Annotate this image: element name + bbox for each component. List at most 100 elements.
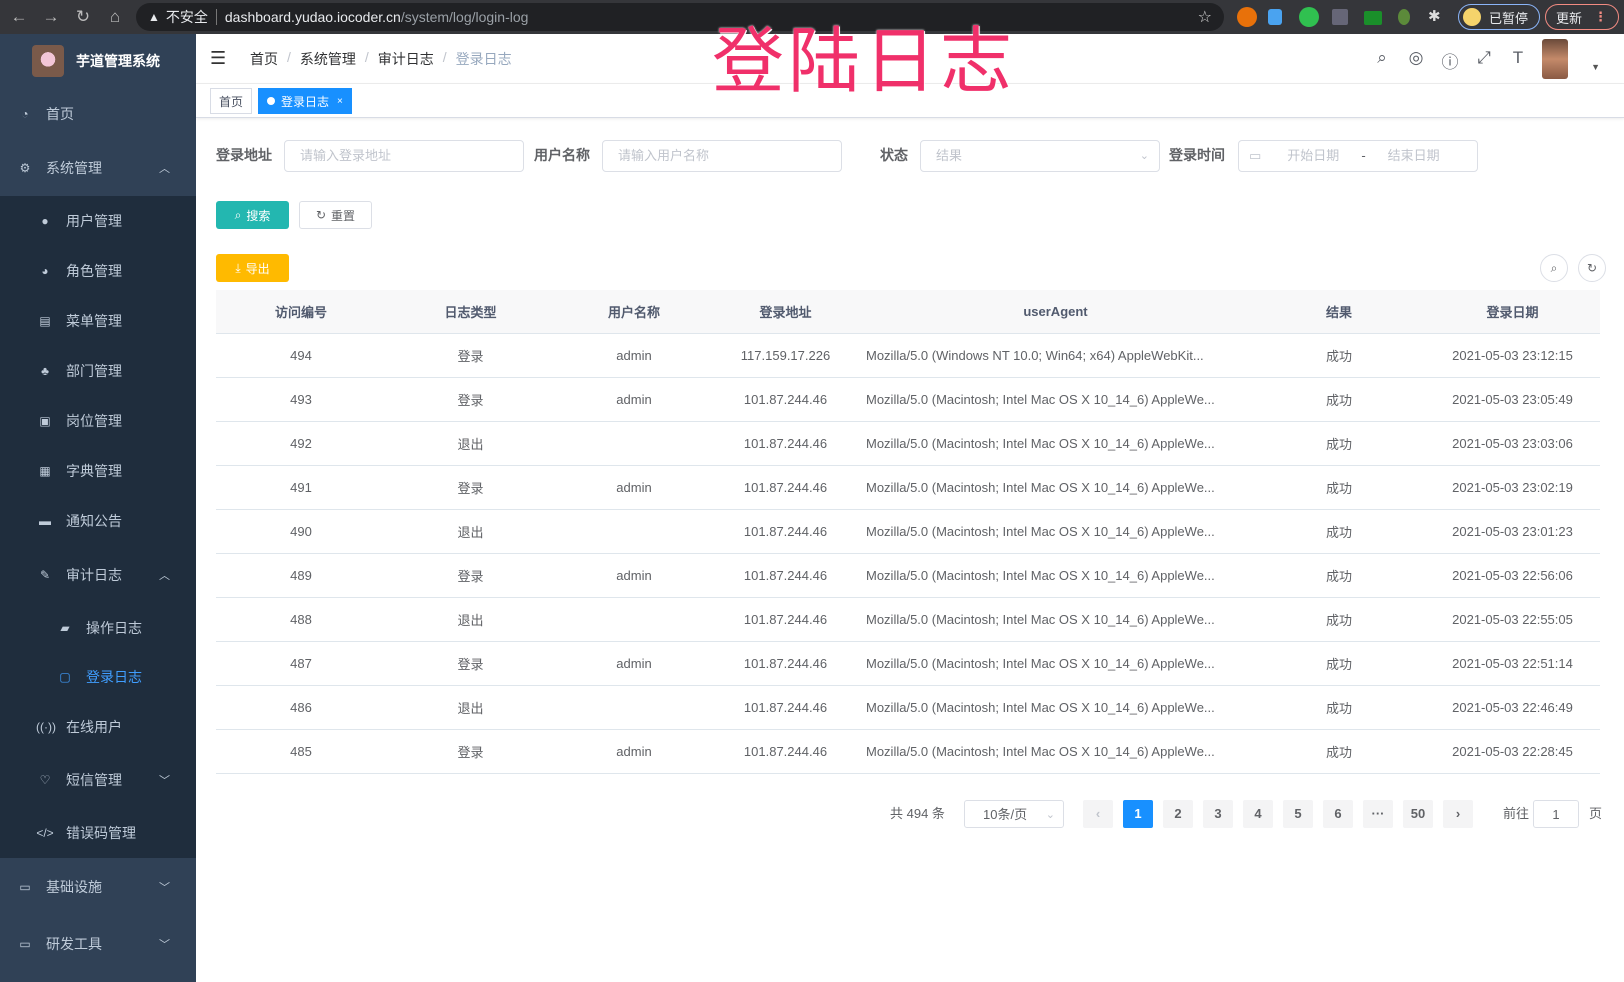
sidebar-logo[interactable]: 芋道管理系统 [0,34,196,88]
page-button[interactable]: 1 [1123,800,1153,828]
forward-icon[interactable]: → [42,7,60,26]
extension-icon[interactable] [1237,7,1257,27]
table-cell: 485 [216,729,386,774]
logo-image [32,45,64,77]
sidebar-item[interactable]: ♣ 部门管理 [0,346,196,396]
table-cell: 登录 [386,377,555,422]
back-icon[interactable]: ← [10,7,28,26]
sidebar-item[interactable]: ▦ 字典管理 [0,446,196,496]
table-cell: admin [555,729,713,774]
page-button[interactable]: 50 [1403,800,1433,828]
sidebar-item-label: 系统管理 [46,160,102,176]
address-bar[interactable]: ▲ 不安全 dashboard.yudao.iocoder.cn/system/… [136,3,1224,31]
toggle-search-button[interactable]: ⌕ [1540,254,1568,282]
search-button[interactable]: ⌕ 搜索 [216,201,289,229]
goto-page-input[interactable]: 1 [1533,800,1579,828]
hamburger-icon[interactable]: ☰ [210,48,227,68]
divider [215,9,217,25]
tree-icon: ♣ [41,364,49,378]
table-row: 491 登录 admin 101.87.244.46 Mozilla/5.0 (Maci… [216,465,1600,510]
table-cell: 2021-05-03 23:12:15 [1425,333,1600,378]
page-button[interactable]: 5 [1283,800,1313,828]
page-button[interactable]: ··· [1363,800,1393,828]
table-row: 489 登录 admin 101.87.244.46 Mozilla/5.0 (Maci… [216,553,1600,598]
sidebar-item[interactable]: ▰ 操作日志 [0,604,196,652]
page-button[interactable]: 4 [1243,800,1273,828]
font-size-icon[interactable]: T [1512,48,1524,67]
refresh-table-button[interactable]: ↻ [1578,254,1606,282]
page-size-select[interactable]: 10条/页 ⌄ [964,800,1064,828]
extension-icon[interactable] [1364,11,1382,25]
search-icon[interactable]: ⌕ [1377,48,1387,67]
breadcrumb-item[interactable]: 首页 [250,50,278,67]
sidebar-item[interactable]: ▭ 研发工具 ﹀ [0,916,196,972]
tag-home[interactable]: 首页 [210,88,253,114]
sidebar-item[interactable]: ⚙ 系统管理 ︿ [0,140,196,196]
sidebar-item[interactable]: ◕ 角色管理 [0,246,196,296]
code-icon: </> [36,826,54,840]
sidebar-item[interactable]: ▬ 通知公告 [0,496,196,546]
tag-label: 首页 [219,94,244,109]
table-row: 493 登录 admin 101.87.244.46 Mozilla/5.0 (Maci… [216,377,1600,422]
bookmark-star-icon[interactable]: ☆ [1197,9,1212,26]
sidebar-item[interactable]: ✎ 审计日志 ︿ [0,546,196,604]
sidebar-item-label: 操作日志 [86,620,142,636]
home-icon[interactable]: ⌂ [109,7,121,26]
tag-label: 登录日志 [281,94,330,109]
sidebar-item[interactable]: ♡ 短信管理 ﹀ [0,752,196,808]
sidebar-item[interactable]: ((·)) 在线用户 [0,702,196,752]
tag-login-log[interactable]: 登录日志 × [258,88,352,114]
update-button[interactable]: 更新 ⋮ [1545,4,1619,30]
close-icon[interactable]: × [337,95,343,107]
sidebar-menu: ◔ 首页 ⚙ 系统管理 ︿ ● 用户管理 ◕ 角色管理 ▤ 菜单管理 ♣ 部门管理 ▣ 岗位管理 ▦ 字典管理 ▬… [0,88,196,972]
table-cell: 成功 [1253,553,1425,598]
page-button[interactable]: 3 [1203,800,1233,828]
security-label[interactable]: 不安全 [165,9,208,25]
github-icon[interactable]: ◎ [1408,48,1424,67]
reset-button[interactable]: ↻ 重置 [299,201,372,229]
page-button[interactable]: 2 [1163,800,1193,828]
extension-icon[interactable] [1332,9,1348,25]
sidebar-item-label: 通知公告 [66,513,122,529]
user-avatar[interactable] [1542,39,1568,79]
sidebar-item[interactable]: ▢ 登录日志 [0,652,196,702]
sidebar-item[interactable]: ◔ 首页 [0,88,196,140]
date-range-picker[interactable]: ▭ 开始日期 - 结束日期 [1238,140,1478,172]
table-cell: 101.87.244.46 [713,597,858,642]
start-date[interactable]: 开始日期 [1287,148,1340,163]
table-cell: 登录 [386,465,555,510]
puzzle-icon[interactable]: ✱ [1428,8,1441,25]
url-host: dashboard.yudao.iocoder.cn [224,9,401,25]
question-icon[interactable]: ⓘ [1441,53,1459,72]
table-cell: 488 [216,597,386,642]
table-row: 490 退出 101.87.244.46 Mozilla/5.0 (Macintosh… [216,509,1600,554]
sidebar-item[interactable]: </> 错误码管理 [0,808,196,858]
end-date[interactable]: 结束日期 [1387,148,1440,163]
fullscreen-icon[interactable]: ⤢ [1477,48,1491,67]
profile-button[interactable]: 已暂停 [1458,4,1540,30]
extension-icon[interactable] [1268,9,1282,25]
search-icon: ⌕ [234,207,242,222]
next-page-button[interactable]: › [1443,800,1473,828]
sidebar-item[interactable]: ▣ 岗位管理 [0,396,196,446]
prev-page-button[interactable]: ‹ [1083,800,1113,828]
export-button[interactable]: ⤓ 导出 [216,254,289,282]
extension-icon[interactable] [1299,7,1319,27]
table-cell: 成功 [1253,641,1425,686]
table-cell: 101.87.244.46 [713,377,858,422]
reload-icon[interactable]: ↻ [75,7,91,26]
status-select[interactable]: 结果 ⌄ [920,140,1160,172]
sidebar-item[interactable]: ▭ 基础设施 ﹀ [0,858,196,916]
username-input[interactable]: 请输入用户名称 [602,140,842,172]
ip-input[interactable]: 请输入登录地址 [284,140,524,172]
app-title: 芋道管理系统 [76,53,160,69]
page-button[interactable]: 6 [1323,800,1353,828]
sidebar-item[interactable]: ● 用户管理 [0,196,196,246]
table-cell: admin [555,333,713,378]
sidebar-item[interactable]: ▤ 菜单管理 [0,296,196,346]
table-cell: 117.159.17.226 [713,333,858,378]
table-cell: 成功 [1253,509,1425,554]
table-row: 492 退出 101.87.244.46 Mozilla/5.0 (Macintosh… [216,421,1600,466]
caret-down-icon[interactable]: ▼ [1591,62,1600,72]
extension-icon[interactable] [1398,9,1410,25]
